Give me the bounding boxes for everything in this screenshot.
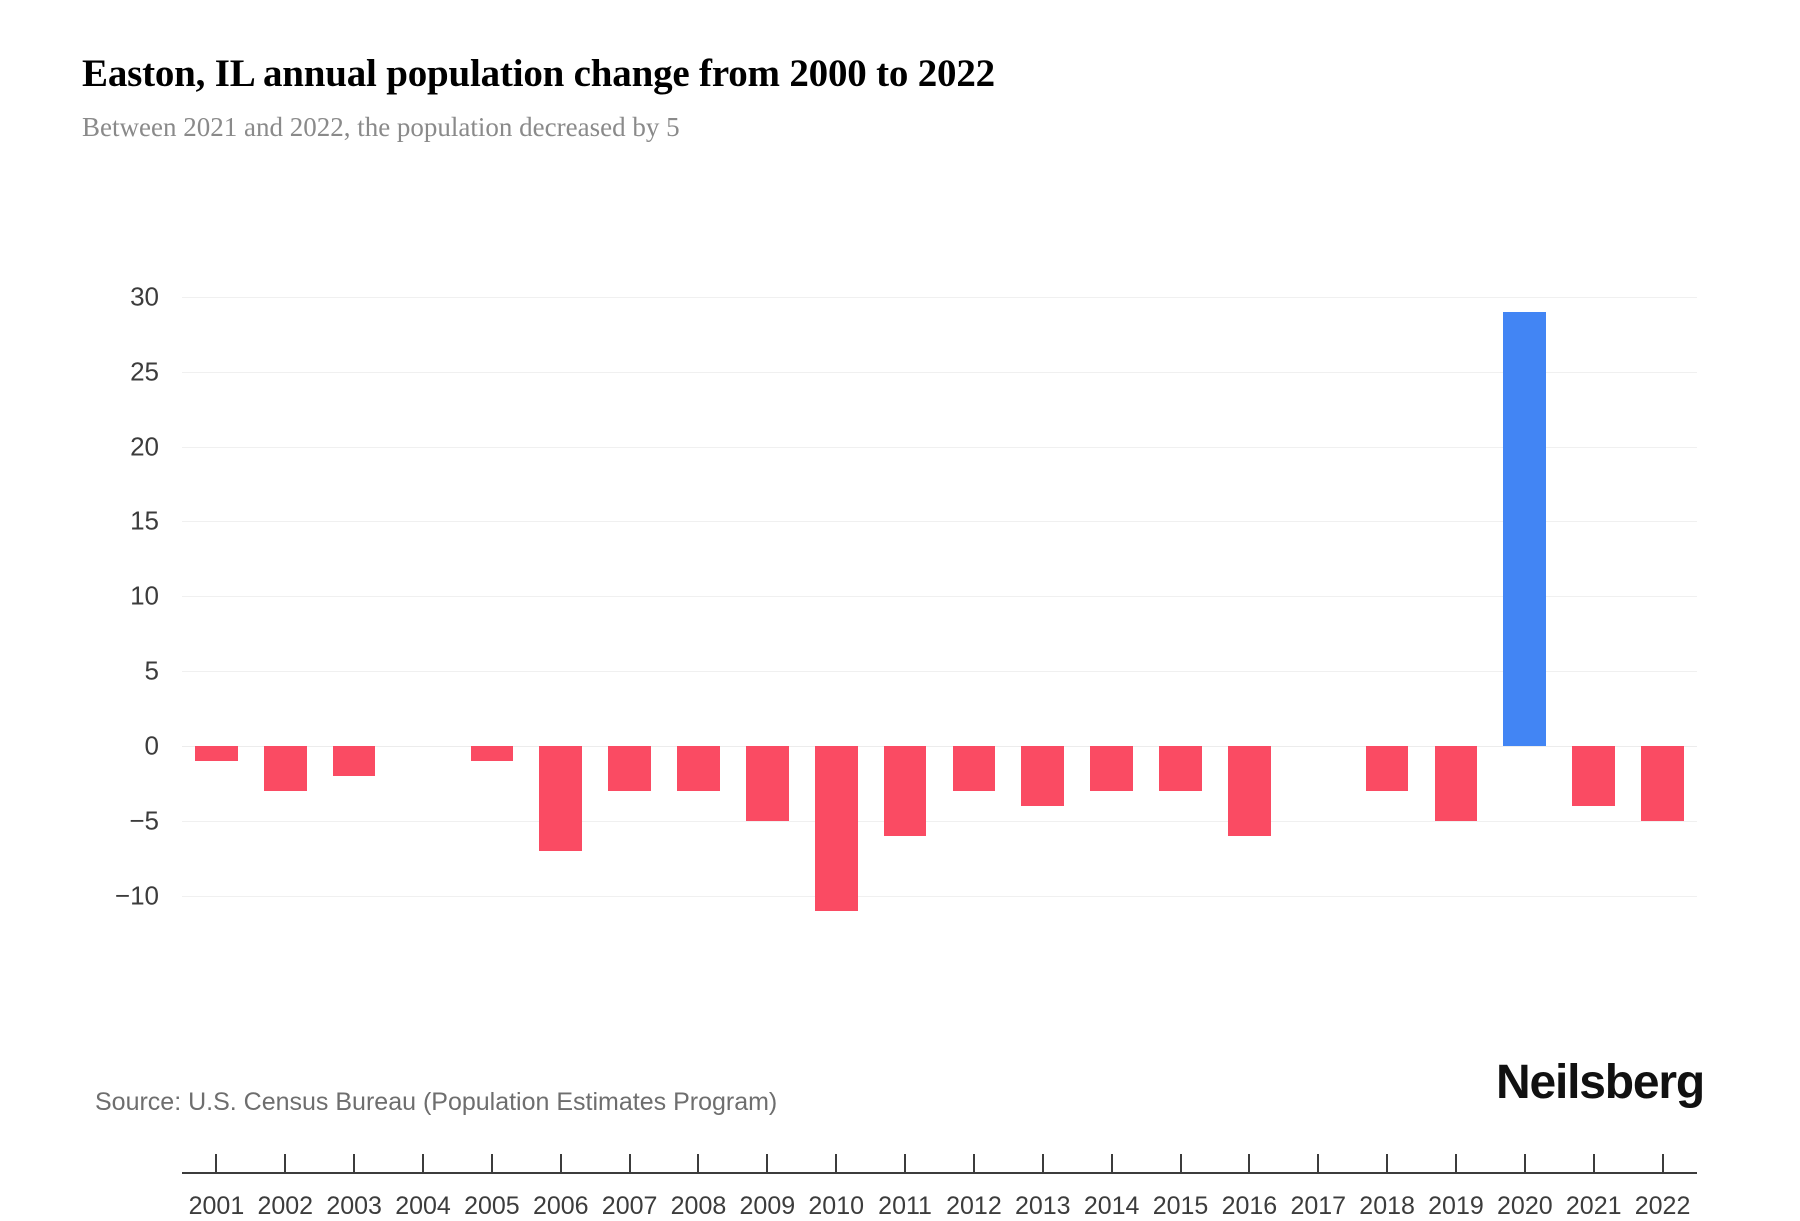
y-axis-tick-label: 15 <box>130 505 159 536</box>
bar-2016[interactable] <box>1228 745 1271 836</box>
gridline <box>182 895 1697 897</box>
y-axis-tick-label: 5 <box>144 655 159 686</box>
x-axis-tick <box>972 1154 975 1172</box>
x-axis-tick-label: 2002 <box>257 1192 314 1220</box>
x-axis-tick-label: 2009 <box>739 1192 796 1220</box>
x-axis-tick-label: 2003 <box>326 1192 382 1220</box>
x-axis-tick-label: 2010 <box>808 1192 865 1220</box>
y-axis-tick-label: −10 <box>114 880 159 911</box>
gridline <box>182 521 1697 523</box>
gridline <box>182 371 1697 373</box>
bar-2001[interactable] <box>195 745 238 761</box>
brand-logo: Neilsberg <box>1496 1056 1705 1109</box>
gridline <box>182 820 1697 822</box>
y-axis-tick-label: 30 <box>130 281 159 312</box>
x-axis-tick-label: 2015 <box>1152 1192 1209 1220</box>
page-title: Easton, IL annual population change from… <box>82 52 995 95</box>
x-axis-tick-label: 2019 <box>1428 1192 1484 1220</box>
x-axis-tick <box>766 1154 769 1172</box>
x-axis-tick-label: 2018 <box>1359 1192 1415 1220</box>
x-axis-tick <box>697 1154 700 1172</box>
chart-subtitle: Between 2021 and 2022, the population de… <box>82 111 680 142</box>
x-axis-tick-label: 2013 <box>1014 1192 1071 1220</box>
bar-2012[interactable] <box>952 745 996 791</box>
x-axis-tick <box>1523 1154 1526 1172</box>
x-axis-tick <box>628 1154 631 1172</box>
x-axis-tick-label: 2007 <box>601 1192 658 1220</box>
x-axis-tick <box>215 1154 218 1172</box>
bar-2009[interactable] <box>745 745 789 821</box>
x-axis-tick-label: 2004 <box>395 1192 451 1220</box>
gridline <box>182 296 1697 298</box>
x-axis-tick <box>1248 1154 1251 1172</box>
x-axis-tick <box>1661 1154 1664 1172</box>
bar-2005[interactable] <box>470 745 514 761</box>
y-axis-tick-labels: 30 25 20 15 10 5 0 −5 −10 <box>0 270 160 930</box>
x-axis-tick-label: 2011 <box>878 1192 932 1220</box>
x-axis-tick <box>1110 1154 1113 1172</box>
gridline <box>182 596 1697 598</box>
x-axis-tick <box>353 1154 356 1172</box>
x-axis-tick <box>490 1154 493 1172</box>
bar-2014[interactable] <box>1090 745 1133 791</box>
x-axis-tick-label: 2016 <box>1221 1192 1278 1220</box>
bar-2008[interactable] <box>677 745 720 791</box>
bar-2002[interactable] <box>263 745 307 791</box>
x-axis-tick-label: 2005 <box>464 1192 520 1220</box>
x-axis-tick-label: 2006 <box>532 1192 589 1220</box>
x-axis-tick <box>1454 1154 1457 1172</box>
bars-and-gridlines <box>182 270 1697 930</box>
y-axis-tick-label: 25 <box>130 356 159 387</box>
gridline <box>182 671 1697 673</box>
y-axis-tick-label: 20 <box>130 431 159 462</box>
source-note: Source: U.S. Census Bureau (Population E… <box>95 1088 778 1116</box>
chart-plot-area: 30 25 20 15 10 5 0 −5 −10 2001 2002 2003 2004 2005 20… <box>0 240 1800 1220</box>
x-axis-tick <box>1386 1154 1389 1172</box>
x-axis-tick <box>559 1154 562 1172</box>
bar-2011[interactable] <box>883 745 927 836</box>
x-axis-tick-label: 2021 <box>1565 1192 1622 1220</box>
bar-2013[interactable] <box>1021 745 1065 806</box>
bar-2020[interactable] <box>1503 311 1547 746</box>
x-axis-tick-label: 2001 <box>188 1192 245 1220</box>
bar-2015[interactable] <box>1159 745 1202 791</box>
bar-2021[interactable] <box>1572 745 1616 806</box>
x-axis-tick <box>284 1154 287 1172</box>
x-axis-tick-label: 2008 <box>670 1192 727 1220</box>
bar-2019[interactable] <box>1434 745 1478 821</box>
bar-2006[interactable] <box>539 745 583 851</box>
x-axis-tick-label: 2017 <box>1290 1192 1347 1220</box>
bar-2007[interactable] <box>608 745 651 791</box>
x-axis-tick-label: 2022 <box>1634 1192 1691 1220</box>
x-axis-tick-label: 2014 <box>1083 1192 1140 1220</box>
bar-2018[interactable] <box>1365 745 1409 791</box>
x-axis-tick-label: 2020 <box>1497 1192 1553 1220</box>
chart-header: Easton, IL annual population change from… <box>82 52 1702 143</box>
x-axis-tick <box>1592 1154 1595 1172</box>
bar-2010[interactable] <box>814 745 858 911</box>
y-axis-tick-label: −5 <box>129 805 159 836</box>
y-axis-tick-label: 10 <box>130 580 159 611</box>
x-axis-tick <box>1179 1154 1182 1172</box>
x-axis-line <box>182 1172 1697 1174</box>
bar-2003[interactable] <box>332 745 376 776</box>
x-axis-tick-label: 2012 <box>946 1192 1002 1220</box>
y-axis-tick-label: 0 <box>144 730 159 761</box>
gridline <box>182 446 1697 448</box>
x-axis-tick <box>835 1154 838 1172</box>
gridline <box>182 745 1697 747</box>
x-axis-tick <box>422 1154 425 1172</box>
x-axis-tick <box>904 1154 907 1172</box>
x-axis-tick <box>1041 1154 1044 1172</box>
x-axis-tick <box>1317 1154 1320 1172</box>
bar-2022[interactable] <box>1641 745 1684 821</box>
